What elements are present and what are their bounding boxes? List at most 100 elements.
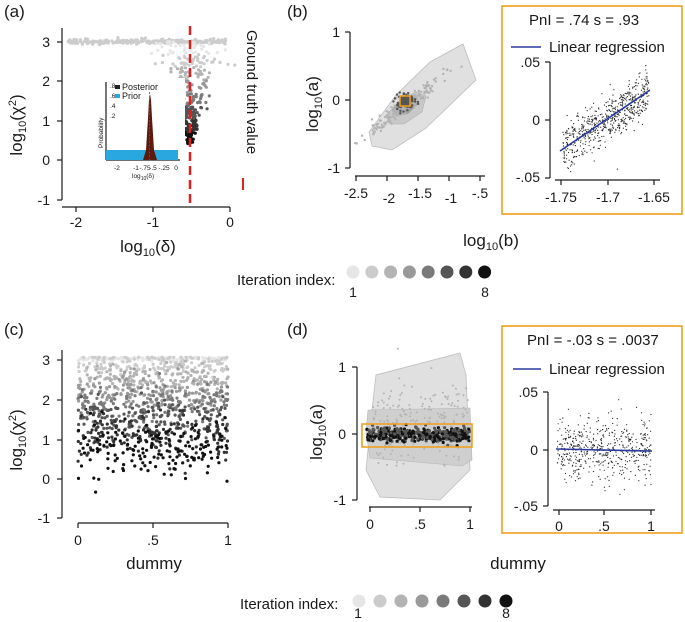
scatter-point: [622, 444, 624, 446]
scatter-point: [161, 37, 165, 41]
scatter-point: [575, 438, 577, 440]
scatter-point: [615, 129, 617, 131]
scatter-point: [384, 435, 388, 439]
scatter-point: [217, 395, 221, 399]
scatter-point: [393, 108, 396, 112]
scatter-point: [157, 357, 161, 361]
scatter-point: [627, 91, 629, 93]
scatter-point: [574, 471, 576, 473]
scatter-point: [81, 446, 85, 450]
scatter-point: [372, 418, 375, 421]
scatter-point: [194, 64, 199, 68]
c-xtick-0: 0: [74, 532, 82, 548]
scatter-point: [579, 477, 581, 479]
scatter-point: [613, 464, 615, 466]
scatter-point: [202, 54, 206, 59]
scatter-point: [384, 443, 387, 446]
scatter-point: [195, 111, 199, 115]
c-ytick-2: 2: [42, 392, 50, 408]
scatter-point: [567, 408, 570, 410]
scatter-point: [416, 437, 420, 441]
scatter-point: [190, 83, 194, 87]
scatter-point: [562, 457, 564, 459]
dz-xtick-1: 1: [647, 518, 655, 534]
scatter-point: [596, 421, 598, 423]
scatter-point: [207, 359, 211, 363]
scatter-point: [583, 467, 585, 469]
scatter-point: [196, 39, 201, 44]
scatter-point: [154, 439, 158, 443]
scatter-point: [379, 129, 383, 133]
scatter-point: [216, 425, 220, 429]
scatter-point: [354, 141, 357, 145]
scatter-point: [606, 429, 608, 431]
scatter-point: [429, 397, 432, 400]
scatter-point: [80, 388, 84, 392]
scatter-point: [217, 38, 221, 43]
scatter-point: [217, 359, 221, 363]
scatter-point: [167, 462, 171, 466]
scatter-point: [215, 51, 219, 55]
scatter-point: [196, 405, 200, 409]
scatter-point: [403, 384, 406, 387]
scatter-point: [631, 112, 634, 114]
scatter-point: [218, 432, 222, 436]
scatter-point: [381, 124, 384, 127]
scatter-point: [639, 454, 641, 456]
scatter-point: [179, 74, 183, 79]
d-xtick-0: 0: [366, 516, 374, 532]
scatter-point: [423, 92, 426, 95]
scatter-point: [619, 493, 621, 495]
scatter-point: [642, 434, 644, 436]
scatter-point: [617, 103, 620, 105]
scatter-point: [210, 399, 214, 403]
legend-prior-swatch: [115, 94, 120, 98]
scatter-point: [608, 105, 610, 107]
scatter-point: [219, 398, 223, 402]
scatter-point: [623, 428, 626, 430]
scatter-point: [574, 128, 576, 130]
scatter-point: [617, 125, 620, 127]
scatter-point: [607, 447, 609, 449]
scatter-point: [573, 151, 576, 153]
scatter-point: [375, 124, 378, 127]
scatter-point: [77, 383, 81, 387]
scatter-point: [136, 367, 140, 371]
scatter-point: [622, 127, 624, 129]
scatter-point: [209, 403, 213, 407]
scatter-point: [146, 41, 150, 45]
scatter-point: [613, 107, 615, 109]
scatter-point: [119, 369, 123, 373]
scatter-point: [197, 363, 201, 368]
scatter-point: [623, 95, 625, 97]
scatter-point: [646, 447, 649, 449]
b-xtick-m25: -2.5: [344, 185, 368, 201]
scatter-point: [86, 399, 90, 403]
scatter-point: [152, 416, 156, 420]
scatter-point: [623, 452, 625, 455]
scatter-point: [573, 452, 575, 454]
scatter-point: [576, 445, 578, 447]
scatter-point: [565, 482, 567, 484]
scatter-point: [209, 368, 213, 372]
scatter-point: [624, 103, 626, 105]
scatter-point: [141, 447, 145, 451]
scatter-point: [593, 433, 595, 435]
scatter-point: [223, 406, 227, 410]
scatter-point: [189, 133, 194, 137]
scatter-point: [183, 452, 187, 456]
d-ytick-1: 1: [338, 359, 346, 375]
scatter-point: [588, 144, 590, 147]
scatter-point: [111, 402, 115, 406]
iteration-legend-dot: [440, 265, 454, 279]
scatter-point: [586, 435, 588, 437]
scatter-point: [427, 429, 431, 433]
iteration-legend-bottom: Iteration index: 1 8: [240, 594, 513, 621]
scatter-point: [597, 417, 599, 419]
scatter-point: [212, 404, 216, 408]
iteration-legend-dot: [373, 594, 387, 608]
scatter-point: [153, 356, 157, 360]
scatter-point: [579, 446, 581, 448]
scatter-point: [592, 481, 594, 483]
scatter-point: [198, 447, 203, 451]
